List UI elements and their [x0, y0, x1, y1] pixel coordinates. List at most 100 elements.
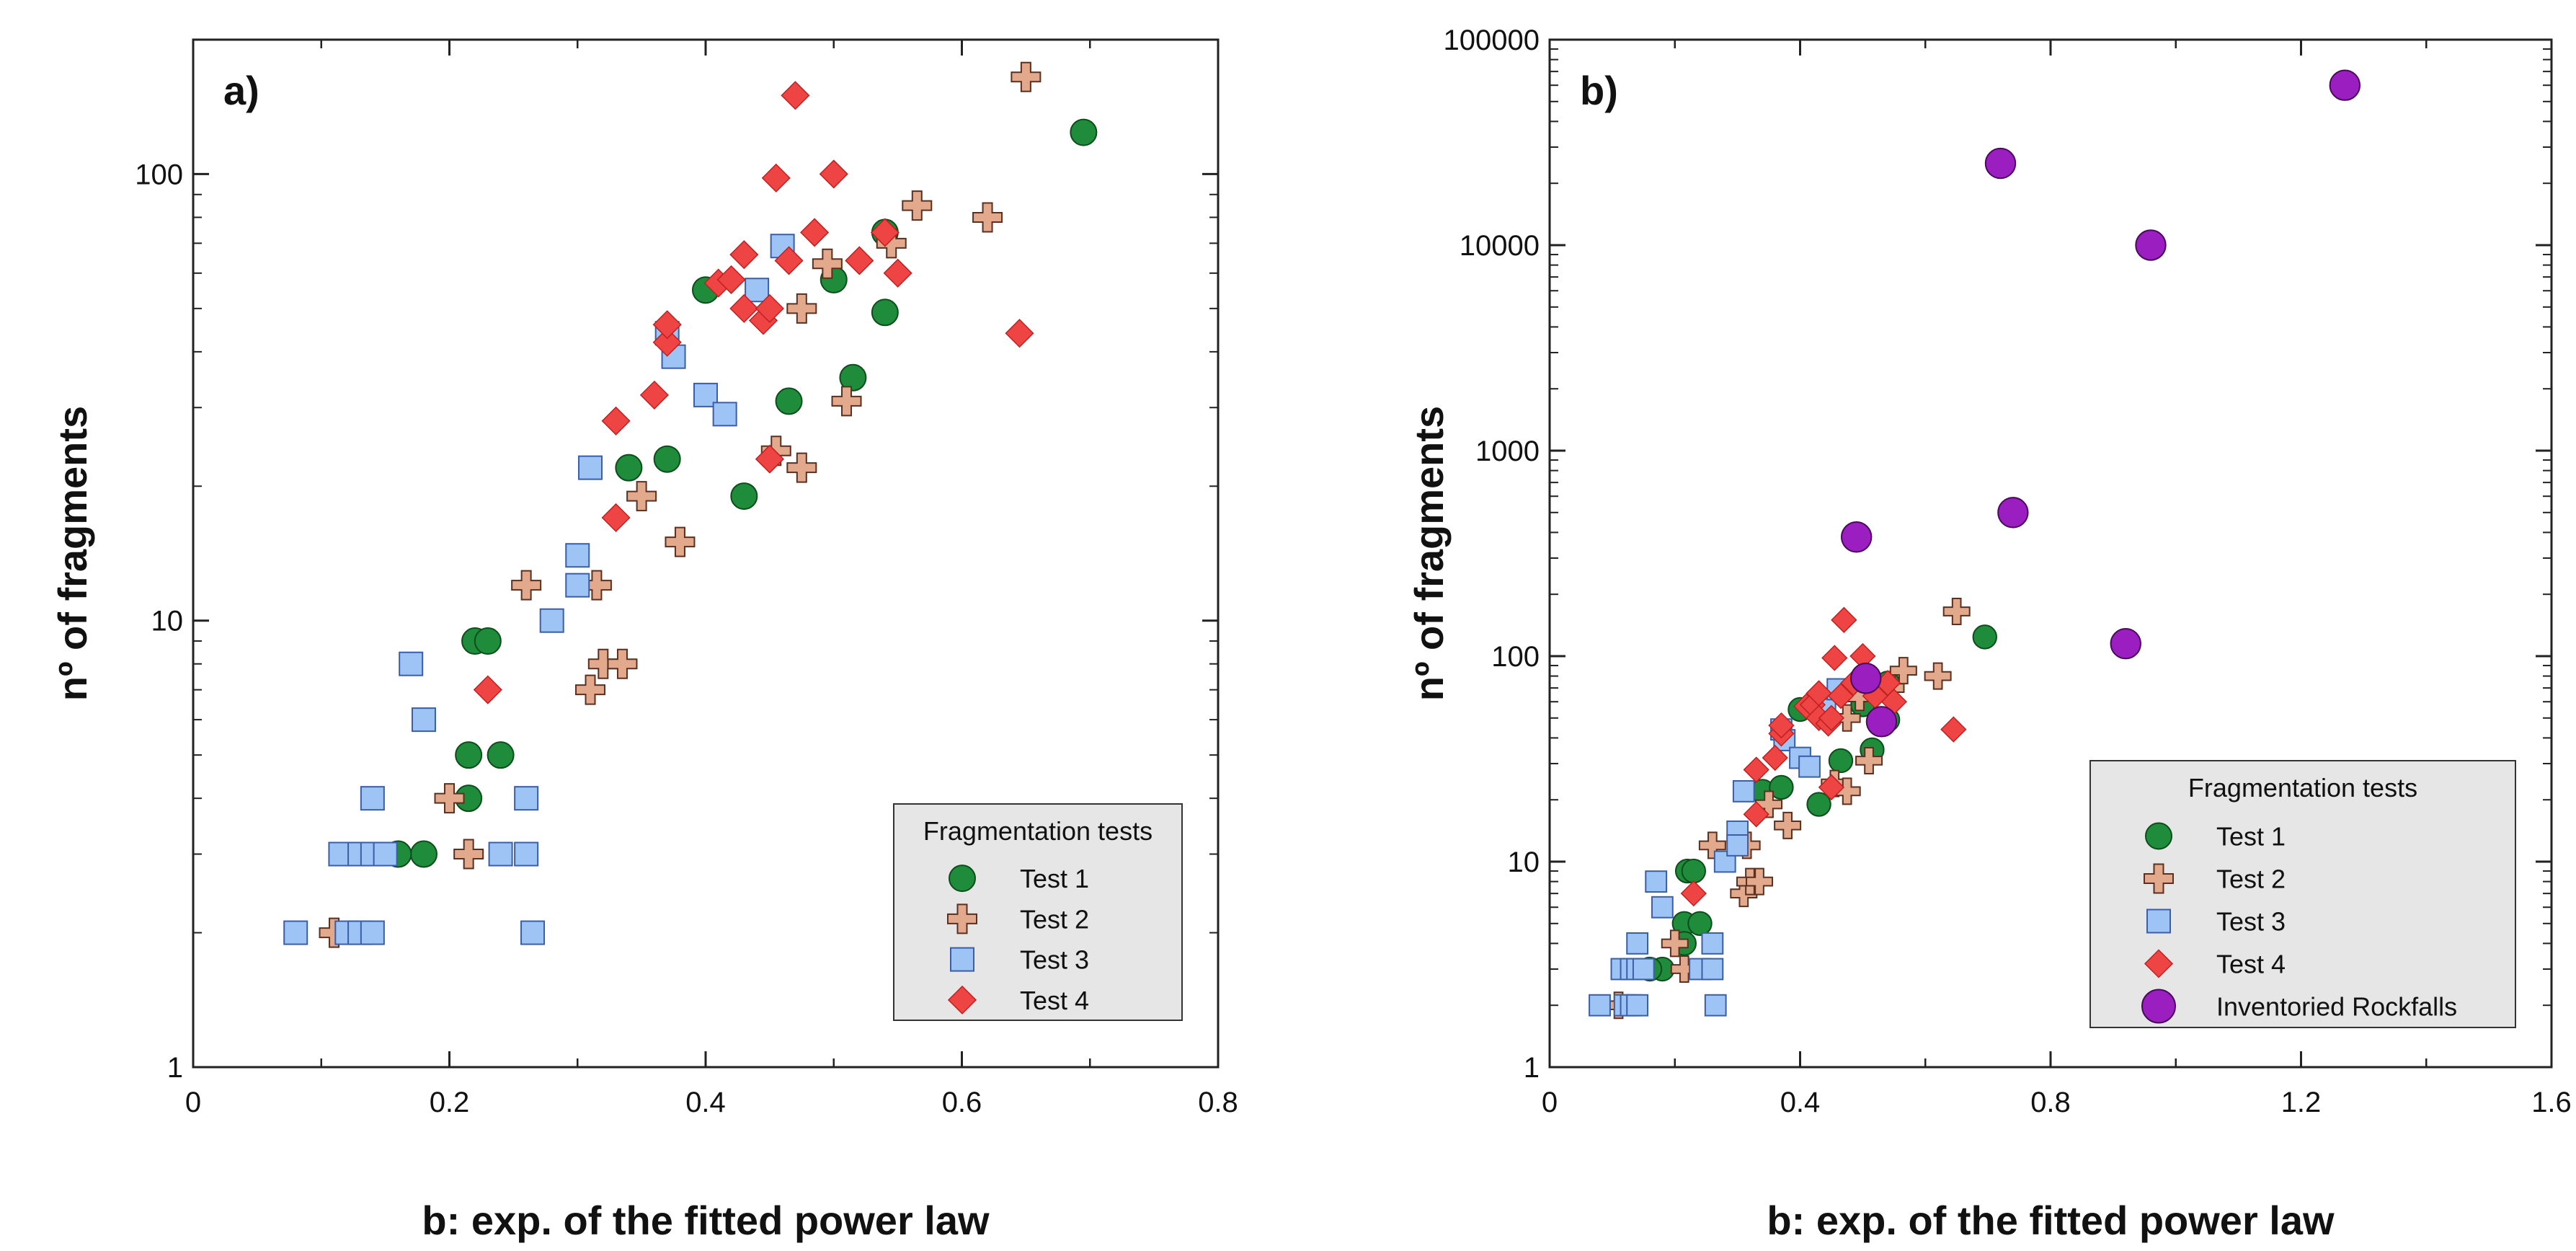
- data-point-test-4: [755, 444, 784, 474]
- y-tick-label: 10000: [1460, 230, 1540, 262]
- data-point-test-4: [774, 246, 804, 275]
- y-tick-label: 1: [167, 1052, 183, 1084]
- x-tick-label: 0.4: [685, 1087, 726, 1118]
- data-point-test-4: [639, 380, 669, 410]
- legend-box: [2089, 760, 2516, 1028]
- data-point-test-3: [514, 786, 539, 811]
- data-point-test-4: [729, 293, 759, 323]
- data-point-test-4: [845, 246, 874, 275]
- data-point-test-3: [578, 455, 603, 480]
- data-point-test-3: [1701, 958, 1724, 981]
- data-point-test-3: [1626, 994, 1649, 1017]
- data-point-test-1: [871, 299, 899, 327]
- panel-label: a): [223, 68, 259, 113]
- legend-marker-test-1: [949, 865, 976, 893]
- data-point-test-3: [399, 651, 424, 676]
- data-point-test-2: [1889, 657, 1917, 685]
- chart-panel-2: 0 0.4 0.8 1.2 1.6 1 10 100 1000 10000 100000 b: exp…: [1406, 25, 2572, 1243]
- data-point-test-4: [601, 406, 631, 436]
- data-point-test-3: [360, 920, 385, 945]
- y-tick-label: 1000: [1475, 436, 1540, 467]
- legend-box: [893, 803, 1183, 1021]
- legend-marker-test-2: [947, 903, 977, 934]
- data-point-test-3: [373, 841, 398, 867]
- data-point-test-4: [652, 310, 682, 340]
- legend-marker-test-1: [2145, 822, 2172, 850]
- data-point-test-1: [1769, 774, 1794, 800]
- y-tick-label: 100: [135, 159, 183, 190]
- data-point-test-2: [902, 190, 933, 221]
- data-point-test-3: [1726, 834, 1749, 857]
- data-point-test-3: [360, 786, 385, 811]
- data-point-test-2: [786, 452, 817, 483]
- data-point-test-2: [831, 386, 862, 417]
- data-point-test-1: [839, 363, 867, 392]
- data-points: [283, 61, 1098, 948]
- x-tick-label: 0: [185, 1087, 201, 1118]
- data-point-test-3: [539, 608, 564, 633]
- legend-marker-test-2: [2144, 863, 2174, 894]
- data-point-test-2: [1661, 929, 1689, 958]
- data-point-test-3: [712, 402, 737, 427]
- data-point-test-2: [665, 526, 696, 557]
- data-point-test-4: [883, 258, 912, 288]
- y-tick-label: 10: [151, 606, 184, 637]
- data-point-test-1: [1828, 748, 1854, 774]
- data-point-test-3: [514, 841, 539, 867]
- data-point-inventoried-rockfalls: [2329, 69, 2361, 101]
- y-axis-title: nº of fragments: [1406, 406, 1452, 701]
- data-point-test-2: [1855, 746, 1883, 774]
- data-point-test-4: [819, 159, 848, 189]
- chart-panel-1: 0 0.2 0.4 0.6 0.8 1 10 100 b: exp. of the fitted…: [50, 38, 1238, 1243]
- legend-marker-test-4: [2144, 949, 2174, 978]
- legend-label-test-1: Test 1: [2216, 822, 2286, 852]
- data-point-test-3: [1798, 755, 1821, 778]
- data-point-test-2: [1774, 811, 1802, 839]
- legend: Fragmentation tests Test 1 Test 2 Test 3 Tes…: [2089, 760, 2516, 1028]
- panel-label: b): [1580, 68, 1618, 113]
- legend-marker-test-3: [2146, 909, 2171, 934]
- data-point-test-4: [1743, 756, 1769, 783]
- y-tick-label: 100: [1491, 641, 1540, 673]
- data-point-inventoried-rockfalls: [1997, 497, 2029, 529]
- data-point-test-1: [653, 445, 681, 473]
- y-tick-label: 10: [1508, 846, 1540, 878]
- data-point-test-3: [1645, 870, 1668, 893]
- x-tick-label: 0.8: [1198, 1087, 1238, 1118]
- data-point-test-1: [1687, 911, 1713, 936]
- data-point-test-4: [755, 293, 784, 323]
- data-point-test-3: [1589, 994, 1611, 1017]
- data-point-test-2: [607, 648, 638, 679]
- data-points: [1589, 69, 2361, 1020]
- data-point-test-4: [781, 81, 810, 110]
- data-point-test-1: [1681, 858, 1707, 884]
- legend-marker-inventoried-rockfalls: [2141, 989, 2176, 1024]
- data-point-test-3: [283, 920, 308, 945]
- data-point-test-3: [1626, 932, 1649, 955]
- data-point-test-2: [511, 570, 542, 601]
- data-point-inventoried-rockfalls: [2110, 628, 2141, 660]
- legend-label-test-3: Test 3: [1020, 945, 1089, 975]
- data-point-inventoried-rockfalls: [1840, 521, 1873, 553]
- y-tick-label: 1: [1524, 1052, 1540, 1084]
- x-tick-label: 0.4: [1780, 1087, 1821, 1118]
- data-point-test-4: [1762, 744, 1788, 772]
- data-point-test-4: [601, 503, 631, 533]
- x-tick-label: 0.8: [2030, 1087, 2071, 1118]
- data-point-test-1: [409, 840, 438, 868]
- data-point-test-1: [474, 627, 502, 655]
- data-point-test-3: [565, 573, 590, 598]
- x-tick-label: 0.6: [942, 1087, 982, 1118]
- legend-title: Fragmentation tests: [923, 816, 1152, 846]
- data-point-test-1: [1806, 792, 1831, 817]
- data-point-test-3: [411, 707, 436, 733]
- x-axis-title: b: exp. of the fitted power law: [1767, 1198, 2335, 1243]
- data-point-test-4: [1821, 645, 1848, 671]
- data-point-test-4: [1818, 774, 1845, 801]
- x-tick-label: 0: [1542, 1087, 1558, 1118]
- x-axis-title: b: exp. of the fitted power law: [422, 1198, 990, 1243]
- data-point-test-2: [434, 783, 465, 814]
- data-point-test-2: [812, 248, 843, 279]
- data-point-test-2: [626, 481, 657, 512]
